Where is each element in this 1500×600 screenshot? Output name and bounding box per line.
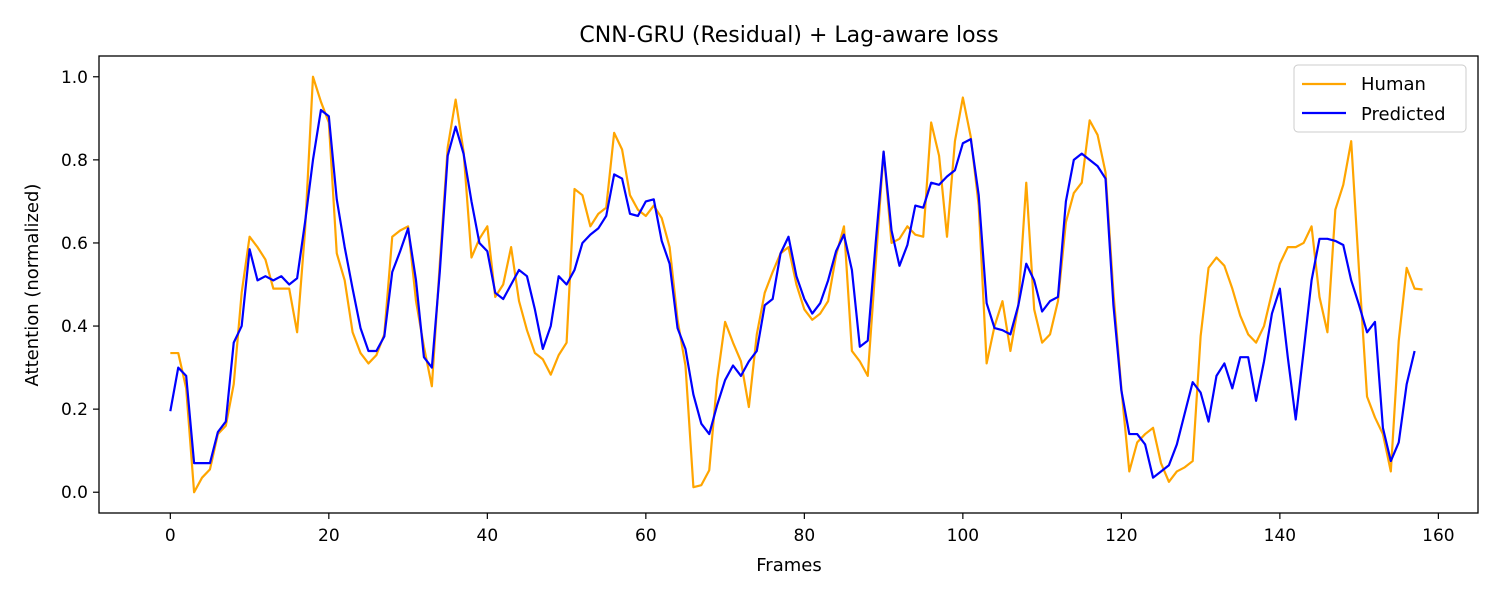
- y-tick-label: 0.6: [61, 234, 88, 254]
- y-tick-label: 0.4: [61, 317, 88, 337]
- legend-box: [1293, 64, 1467, 133]
- x-axis: 0 20 40 60 80 100 120 140 160: [165, 513, 1455, 546]
- y-tick-label: 1.0: [61, 68, 88, 88]
- legend: Human Predicted: [1293, 64, 1467, 133]
- y-tick-label: 0.8: [61, 151, 88, 171]
- x-tick-label: 140: [1264, 526, 1296, 546]
- series-line-predicted: [169, 108, 1416, 479]
- y-tick-label: 0.2: [61, 400, 88, 420]
- legend-label-predicted: Predicted: [1361, 104, 1446, 125]
- x-tick-label: 60: [635, 526, 657, 546]
- chart-title: CNN-GRU (Residual) + Lag-aware loss: [579, 23, 998, 48]
- plot-area: [169, 75, 1423, 494]
- plot-frame: [98, 55, 1479, 514]
- y-axis-label: Attention (normalized): [22, 184, 43, 387]
- series-line-human: [170, 75, 1423, 494]
- x-tick-label: 120: [1105, 526, 1137, 546]
- x-tick-label: 0: [165, 526, 176, 546]
- x-tick-label: 100: [947, 526, 979, 546]
- x-tick-label: 80: [794, 526, 816, 546]
- x-axis-label: Frames: [756, 555, 821, 576]
- x-tick-label: 160: [1422, 526, 1454, 546]
- x-tick-label: 40: [477, 526, 499, 546]
- y-axis: 0.0 0.2 0.4 0.6 0.8 1.0: [61, 68, 99, 503]
- y-tick-label: 0.0: [61, 483, 88, 503]
- legend-label-human: Human: [1361, 74, 1426, 95]
- x-tick-label: 20: [318, 526, 340, 546]
